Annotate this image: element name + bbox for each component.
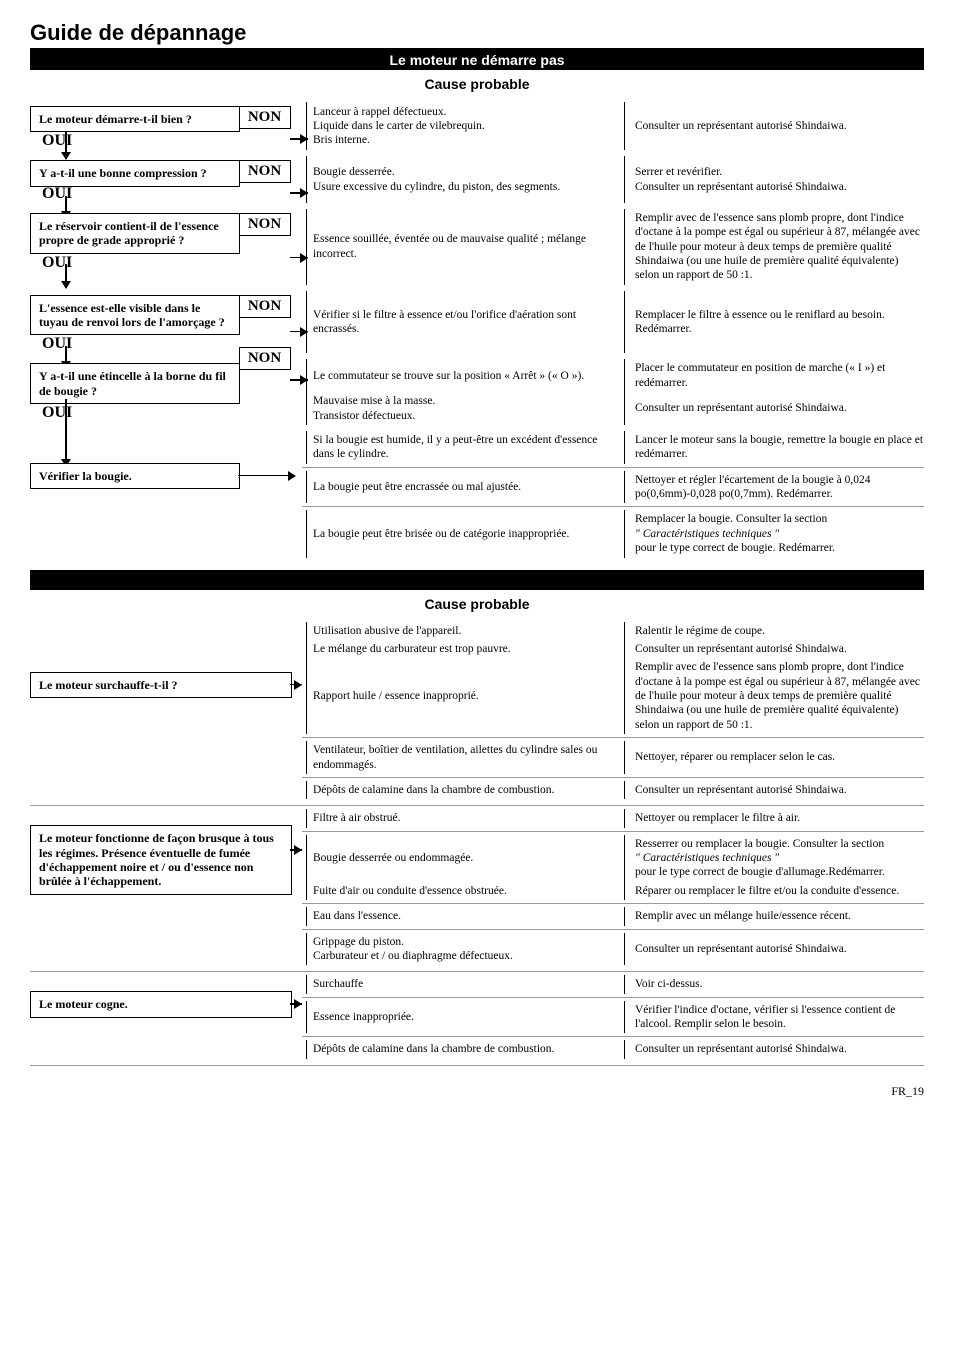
section-bar-2 <box>30 570 924 590</box>
cause-text: Utilisation abusive de l'appareil. <box>306 622 620 640</box>
question-box: L'essence est-elle visible dans le tuyau… <box>30 295 240 336</box>
cause-text: Rapport huile / essence inapproprié. <box>306 658 620 734</box>
question-box: Vérifier la bougie. <box>30 463 240 489</box>
remedy-text: Nettoyer, réparer ou remplacer selon le … <box>624 741 924 774</box>
cause-text: La bougie peut être encrassée ou mal aju… <box>306 471 620 504</box>
oui-label: OUI <box>42 404 240 422</box>
page-number: FR_19 <box>30 1084 924 1099</box>
remedy-text: Remplacer le filtre à essence ou le reni… <box>624 291 924 354</box>
cause-text: Eau dans l'essence. <box>306 907 620 925</box>
cause-text: Ventilateur, boîtier de ventilation, ail… <box>306 741 620 774</box>
remedy-text: Remplir avec de l'essence sans plomb pro… <box>624 658 924 734</box>
remedy-text: Consulter un représentant autorisé Shind… <box>624 781 924 799</box>
flow-row: Le réservoir contient-il de l'essence pr… <box>30 209 924 285</box>
oui-label: OUI <box>42 185 240 203</box>
question-box: Le moteur fonctionne de façon brusque à … <box>30 825 292 895</box>
cause-text: Filtre à air obstrué. <box>306 809 620 827</box>
troubleshoot-flow-2: Le moteur surchauffe-t-il ? Utilisation … <box>30 622 924 1066</box>
question-box: Y a-t-il une bonne compression ? <box>30 160 240 186</box>
flow-row: Y a-t-il une bonne compression ? OUI NON… <box>30 156 924 202</box>
cause-text: Mauvaise mise à la masse. Transistor déf… <box>306 392 620 425</box>
flow-row: Vérifier la bougie. Si la bougie est hum… <box>30 431 924 558</box>
cause-text: Le commutateur se trouve sur la position… <box>306 359 620 392</box>
question-box: Le moteur surchauffe-t-il ? <box>30 672 292 698</box>
cause-text: Surchauffe <box>306 975 620 993</box>
remedy-text: Consulter un représentant autorisé Shind… <box>624 640 924 658</box>
non-box: NON <box>239 295 291 318</box>
oui-label: OUI <box>42 335 240 353</box>
cause-text: Fuite d'air ou conduite d'essence obstru… <box>306 882 620 900</box>
section-bar-1: Le moteur ne démarre pas <box>30 50 924 70</box>
troubleshoot-flow-1: Le moteur démarre-t-il bien ? OUI NON La… <box>30 102 924 558</box>
non-box: NON <box>239 213 291 236</box>
oui-label: OUI <box>42 132 240 150</box>
remedy-text: Vérifier l'indice d'octane, vérifier si … <box>624 1001 924 1034</box>
cause-text: Vérifier si le filtre à essence et/ou l'… <box>306 291 620 354</box>
flow-row: Le moteur cogne. SurchauffeVoir ci-dessu… <box>30 975 924 1059</box>
question-box: Y a-t-il une étincelle à la borne du fil… <box>30 363 240 404</box>
flow-row: Le moteur surchauffe-t-il ? Utilisation … <box>30 622 924 800</box>
cause-text: Bougie desserrée ou endommagée. <box>306 835 620 882</box>
non-box: NON <box>239 347 291 370</box>
cause-text: Bougie desserrée. Usure excessive du cyl… <box>306 156 620 202</box>
oui-label: OUI <box>42 254 240 272</box>
remedy-text: Remplir avec de l'essence sans plomb pro… <box>624 209 924 285</box>
cause-text: Essence inappropriée. <box>306 1001 620 1034</box>
remedy-text: Remplir avec un mélange huile/essence ré… <box>624 907 924 925</box>
flow-row: L'essence est-elle visible dans le tuyau… <box>30 291 924 354</box>
flow-row: Le moteur fonctionne de façon brusque à … <box>30 809 924 965</box>
cause-text: Si la bougie est humide, il y a peut-êtr… <box>306 431 620 464</box>
subheading-1: Cause probable <box>30 70 924 102</box>
remedy-text: Nettoyer ou remplacer le filtre à air. <box>624 809 924 827</box>
remedy-text: Consulter un représentant autorisé Shind… <box>624 392 924 425</box>
remedy-text: Consulter un représentant autorisé Shind… <box>624 1040 924 1058</box>
question-box: Le moteur démarre-t-il bien ? <box>30 106 240 132</box>
remedy-text: Nettoyer et régler l'écartement de la bo… <box>624 471 924 504</box>
cause-text: Dépôts de calamine dans la chambre de co… <box>306 1040 620 1058</box>
cause-text: Le mélange du carburateur est trop pauvr… <box>306 640 620 658</box>
flow-row: Le moteur démarre-t-il bien ? OUI NON La… <box>30 102 924 150</box>
cause-text: Dépôts de calamine dans la chambre de co… <box>306 781 620 799</box>
remedy-text: Voir ci-dessus. <box>624 975 924 993</box>
question-box: Le moteur cogne. <box>30 991 292 1017</box>
remedy-text: Lancer le moteur sans la bougie, remettr… <box>624 431 924 464</box>
remedy-text: Resserrer ou remplacer la bougie. Consul… <box>624 835 924 882</box>
cause-text: Essence souillée, éventée ou de mauvaise… <box>306 209 620 285</box>
subheading-2: Cause probable <box>30 590 924 622</box>
remedy-text: Serrer et revérifier. Consulter un repré… <box>624 156 924 202</box>
page-title: Guide de dépannage <box>30 20 924 46</box>
remedy-text: Ralentir le régime de coupe. <box>624 622 924 640</box>
remedy-text: Remplacer la bougie. Consulter la sectio… <box>624 510 924 557</box>
cause-text: Grippage du piston. Carburateur et / ou … <box>306 933 620 966</box>
non-box: NON <box>239 160 291 183</box>
remedy-text: Consulter un représentant autorisé Shind… <box>624 933 924 966</box>
cause-text: Lanceur à rappel défectueux. Liquide dan… <box>306 102 620 150</box>
remedy-text: Réparer ou remplacer le filtre et/ou la … <box>624 882 924 900</box>
non-box: NON <box>239 106 291 129</box>
remedy-text: Placer le commutateur en position de mar… <box>624 359 924 392</box>
flow-row: Y a-t-il une étincelle à la borne du fil… <box>30 359 924 425</box>
cause-text: La bougie peut être brisée ou de catégor… <box>306 510 620 557</box>
remedy-text: Consulter un représentant autorisé Shind… <box>624 102 924 150</box>
question-box: Le réservoir contient-il de l'essence pr… <box>30 213 240 254</box>
